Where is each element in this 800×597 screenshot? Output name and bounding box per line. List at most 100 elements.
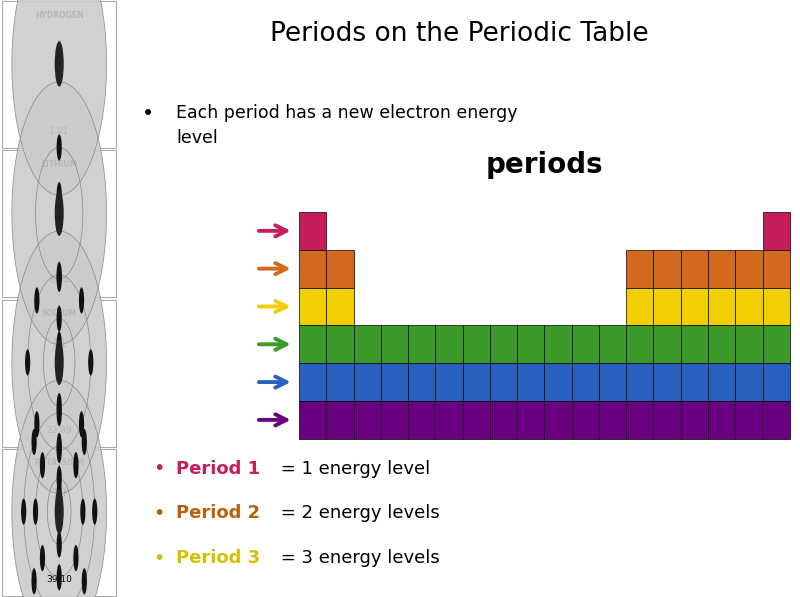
Circle shape [57,481,62,507]
Circle shape [57,266,62,292]
Text: LITHIUM: LITHIUM [41,160,78,169]
Text: 1.01: 1.01 [49,127,70,136]
Bar [462,401,490,439]
Bar [381,325,408,363]
Bar [762,363,790,401]
Bar [544,363,572,401]
Circle shape [80,498,86,525]
Text: 39.10: 39.10 [46,575,72,584]
Circle shape [88,349,94,376]
Text: = 1 energy level: = 1 energy level [275,460,430,478]
Bar [735,250,762,288]
Circle shape [57,393,62,419]
Bar [735,401,762,439]
Bar [762,288,790,325]
Text: SODIUM: SODIUM [42,309,77,318]
Circle shape [40,452,45,478]
Bar [2,1,116,148]
Text: •: • [154,459,165,478]
Text: 11: 11 [51,337,67,350]
Bar [517,401,544,439]
Text: 6.94: 6.94 [50,276,69,285]
Circle shape [82,429,87,455]
Circle shape [54,190,64,236]
Bar [654,250,681,288]
Bar [626,363,654,401]
Bar [462,325,490,363]
Circle shape [82,568,87,595]
Bar [708,401,735,439]
Circle shape [57,182,62,208]
Text: Period 1: Period 1 [176,460,261,478]
Text: POTASSIUM: POTASSIUM [34,458,84,467]
Text: •: • [142,104,154,125]
Text: Periods on the Periodic Table: Periods on the Periodic Table [270,21,649,47]
Bar [544,325,572,363]
Bar [626,250,654,288]
Bar [381,401,408,439]
Circle shape [57,306,62,332]
Bar [299,363,326,401]
Bar [326,288,354,325]
Bar [408,363,435,401]
Bar [354,325,381,363]
Text: •: • [154,504,165,523]
Bar [762,212,790,250]
Bar [626,288,654,325]
Bar [708,288,735,325]
Bar [654,288,681,325]
Text: 22.99: 22.99 [46,426,72,435]
Circle shape [31,429,37,455]
Bar [299,401,326,439]
Text: Each period has a new electron energy
level: Each period has a new electron energy le… [176,104,518,147]
Bar [544,401,572,439]
Text: Period 3: Period 3 [176,549,261,567]
Circle shape [33,498,38,525]
Ellipse shape [12,231,106,494]
Ellipse shape [12,380,106,597]
Circle shape [54,340,64,385]
Bar [299,288,326,325]
Bar [681,325,708,363]
Bar [654,325,681,363]
Bar [599,363,626,401]
Text: 1: 1 [55,39,63,52]
Bar [762,325,790,363]
Bar [681,288,708,325]
Bar [2,150,116,297]
Bar [517,325,544,363]
Circle shape [57,331,62,358]
Circle shape [54,41,64,87]
Bar [572,325,599,363]
Bar [354,401,381,439]
Bar [2,300,116,447]
Circle shape [25,349,30,376]
Text: = 2 energy levels: = 2 energy levels [275,504,440,522]
Bar [435,401,462,439]
Bar [762,401,790,439]
Bar [490,401,517,439]
Circle shape [31,568,37,595]
Bar [626,325,654,363]
Bar [654,363,681,401]
Circle shape [57,564,62,590]
Bar [735,325,762,363]
Bar [2,449,116,596]
Circle shape [79,287,84,313]
Bar [299,212,326,250]
Bar [735,363,762,401]
Text: Period 2: Period 2 [176,504,261,522]
Text: periods: periods [486,151,603,179]
Bar [435,325,462,363]
Circle shape [74,545,78,571]
Bar [326,363,354,401]
Bar [681,250,708,288]
Bar [299,325,326,363]
Circle shape [57,531,62,558]
Bar [490,325,517,363]
Bar [408,401,435,439]
Circle shape [74,452,78,478]
Circle shape [21,498,26,525]
Circle shape [57,261,62,288]
Bar [326,401,354,439]
